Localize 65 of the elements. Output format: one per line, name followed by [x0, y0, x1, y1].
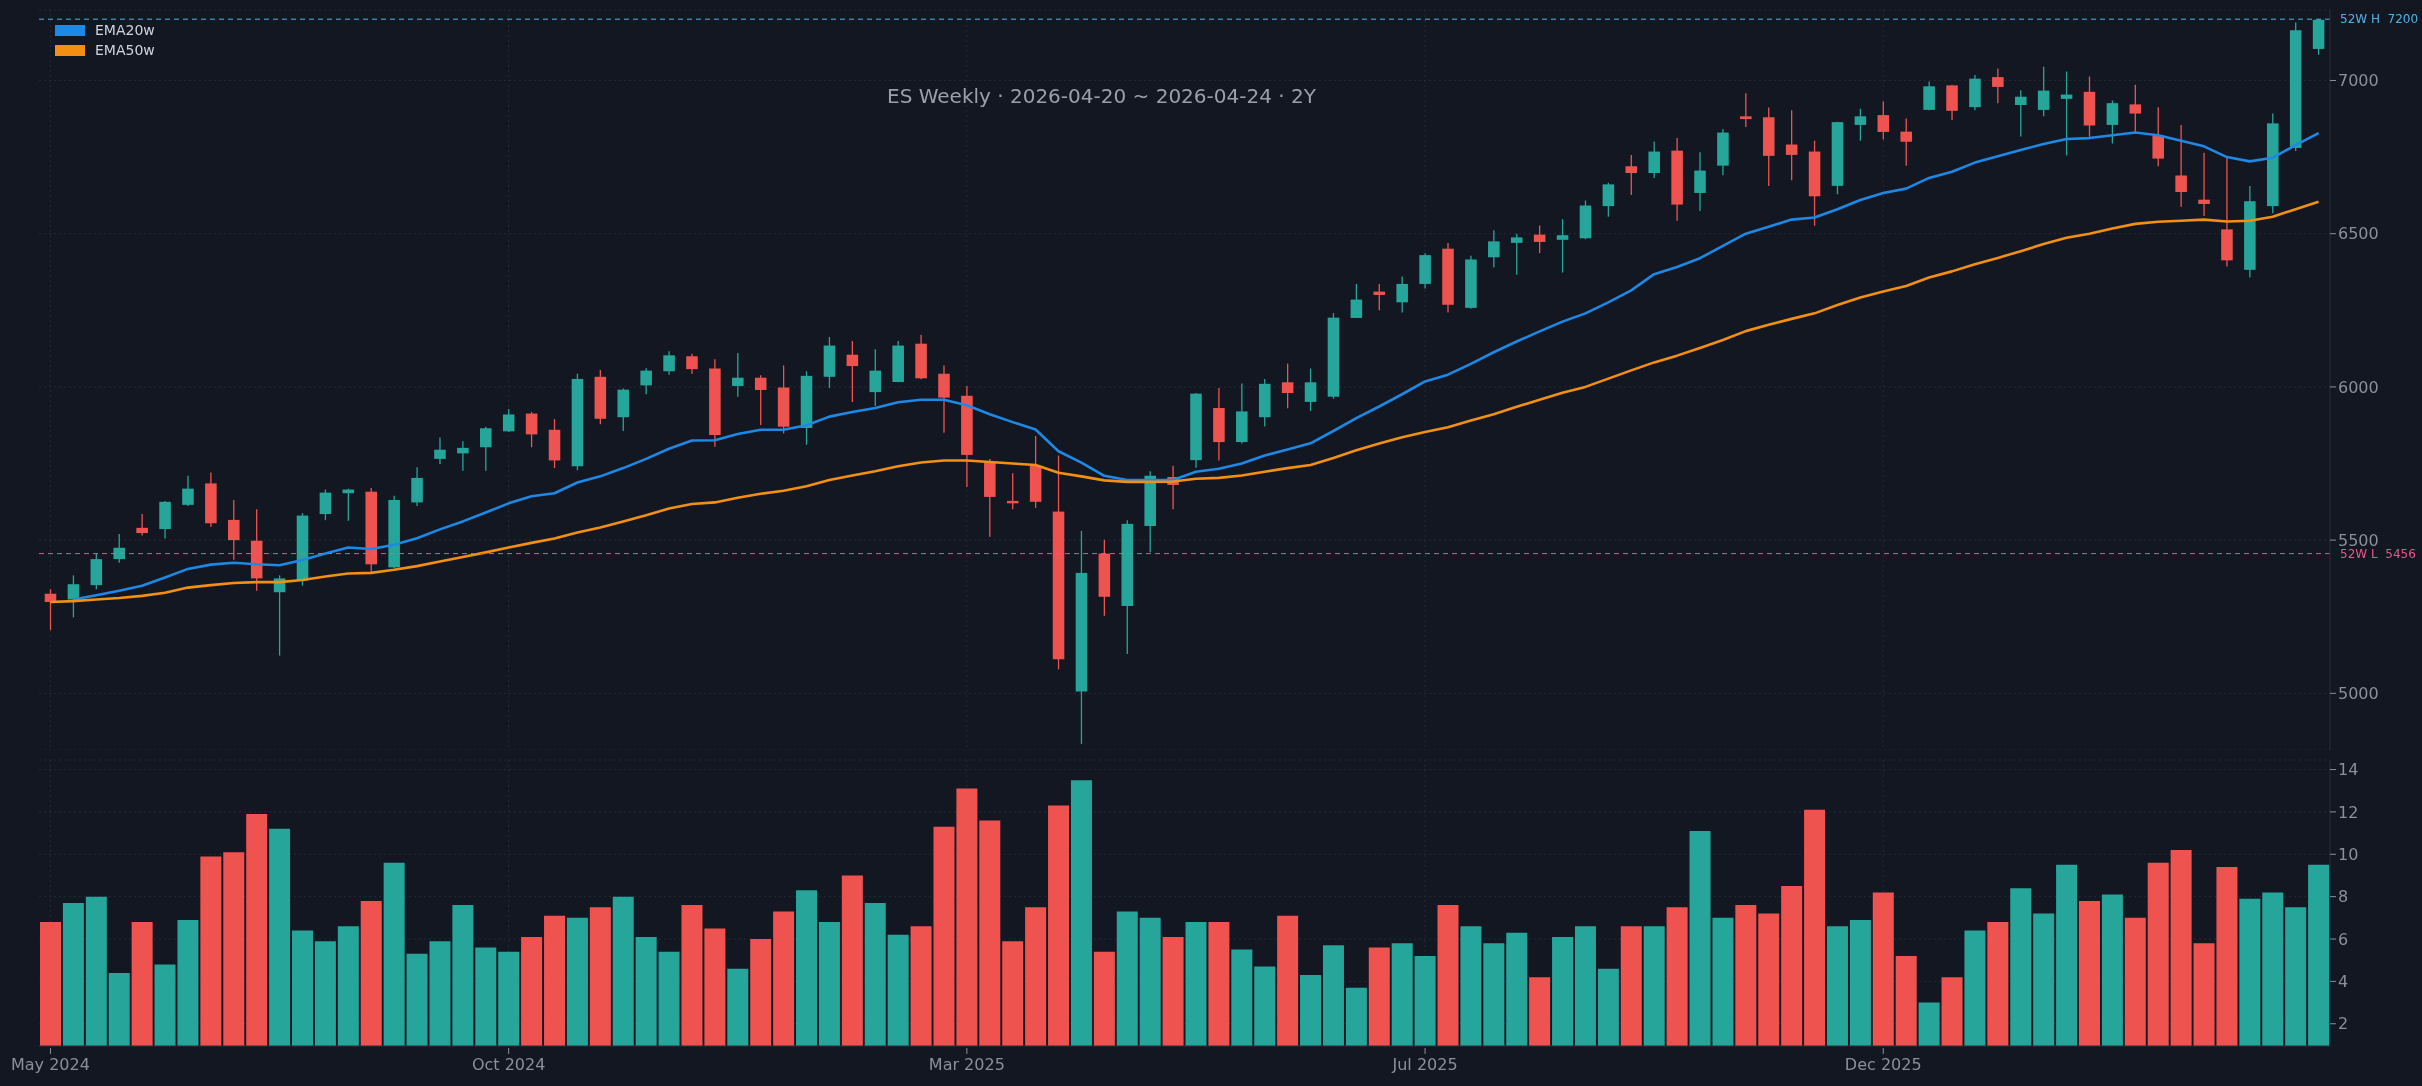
candlestick: [1488, 229, 1500, 269]
y-tick-label: 4: [2338, 972, 2349, 992]
candlestick: [1854, 108, 1867, 142]
x-tick-label: May 2024: [11, 1055, 90, 1074]
candlestick: [754, 374, 767, 426]
candlestick: [1350, 283, 1363, 319]
candlestick: [1510, 233, 1523, 276]
candlestick: [113, 533, 126, 564]
candlestick: [228, 499, 240, 561]
candlestick: [686, 353, 698, 375]
candlestick: [1304, 367, 1317, 412]
candlestick: [2198, 152, 2210, 217]
candlestick: [182, 475, 194, 507]
candlestick: [525, 411, 538, 448]
ref-line-label: 52W H 7200: [2340, 12, 2419, 27]
candlestick: [1625, 154, 1638, 196]
candlestick: [2175, 124, 2187, 208]
y-tick-label: 6000: [2338, 377, 2379, 397]
candlestick: [846, 340, 859, 403]
candlestick: [1602, 182, 1615, 218]
candlestick: [67, 574, 80, 618]
candlestick: [1992, 67, 2004, 104]
candlestick: [1396, 275, 1408, 314]
y-tick-label: 2: [2338, 1014, 2349, 1034]
candlestick: [136, 513, 148, 537]
x-tick-label: Mar 2025: [928, 1055, 1005, 1074]
y-tick-label: 7000: [2338, 71, 2379, 91]
candlestick: [1900, 117, 1912, 167]
y-tick-label: 8: [2338, 887, 2349, 907]
candlestick: [1694, 151, 1706, 212]
legend-label: EMA20w: [95, 22, 155, 38]
y-tick-label: 6: [2338, 929, 2349, 949]
candlestick: [2152, 106, 2164, 167]
text: ES Weekly · 2026-04-20 ~ 2026-04-24 · 2Y: [887, 84, 1316, 108]
candlestick: [869, 348, 882, 407]
candlestick: [502, 408, 515, 433]
y-tick-label: 6500: [2338, 224, 2379, 244]
y-tick-label: 5000: [2338, 683, 2379, 703]
candlestick: [457, 440, 469, 472]
candlestick: [2106, 99, 2119, 145]
candlestick: [1281, 362, 1294, 409]
candlestick: [732, 352, 744, 398]
y-tick-label: 14: [2338, 760, 2359, 780]
legend-label: EMA50w: [95, 42, 155, 58]
candlestick: [1785, 109, 1798, 182]
candlestick: [938, 364, 950, 434]
candlestick: [2037, 66, 2050, 117]
candlestick: [2129, 84, 2142, 134]
candlestick: [434, 436, 446, 465]
candlestick: [2014, 89, 2027, 138]
candlestick: [1556, 218, 1569, 274]
candlestick: [480, 426, 492, 472]
candlestick: [1740, 92, 1752, 128]
x-tick-label: Jul 2025: [1391, 1055, 1458, 1074]
y-tick-label: 12: [2338, 802, 2359, 822]
x-tick-label: Oct 2024: [471, 1055, 546, 1074]
y-tick-label: 10: [2338, 844, 2359, 864]
x-tick-label: Dec 2025: [1844, 1055, 1922, 1074]
candlestick: [640, 367, 652, 395]
candlestick: [663, 350, 675, 376]
candlestick: [1648, 140, 1660, 179]
candlestick: [1877, 100, 1890, 141]
candlestick: [1533, 224, 1546, 254]
candlestick: [1923, 80, 1935, 111]
candlestick: [319, 488, 332, 521]
